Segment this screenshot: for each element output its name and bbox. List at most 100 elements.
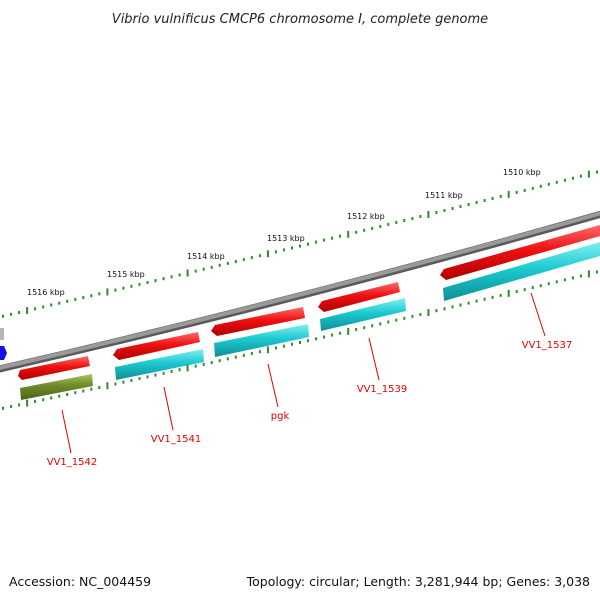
gene-arrow-vv1-1537	[440, 225, 600, 280]
gene-label-vv1-1539[interactable]: VV1_1539	[357, 384, 408, 395]
outer-scale-minor-tick	[387, 222, 390, 226]
inner-scale-minor-tick	[459, 303, 462, 307]
inner-scale-minor-tick	[515, 290, 518, 293]
outer-scale-minor-tick	[547, 182, 550, 186]
accession-text: Accession: NC_004459	[9, 574, 151, 589]
gene-label-vv1-1537[interactable]: VV1_1537	[522, 340, 573, 351]
inner-scale-minor-tick	[475, 299, 478, 303]
scale-label-1515-kbp: 1515 kbp	[107, 270, 145, 279]
inner-scale-minor-tick	[403, 316, 406, 320]
inner-scale-major-tick	[347, 327, 350, 335]
outer-scale-minor-tick	[34, 307, 37, 311]
outer-scale-minor-tick	[74, 297, 77, 301]
outer-scale-major-tick	[587, 170, 590, 178]
inner-scale-minor-tick	[531, 286, 534, 290]
inner-scale-minor-tick	[234, 355, 237, 359]
leader-line-vv1-1537	[530, 292, 546, 337]
inner-scale-minor-tick	[563, 278, 566, 282]
inner-scale-minor-tick	[130, 378, 133, 382]
inner-scale-minor-tick	[90, 387, 93, 391]
inner-scale-minor-tick	[218, 359, 221, 363]
inner-scale-minor-tick	[339, 331, 342, 335]
inner-scale-major-tick	[106, 382, 109, 390]
scale-label-1514-kbp: 1514 kbp	[187, 252, 225, 261]
cds-bar-vv1-1537	[443, 242, 600, 301]
outer-scale-minor-tick	[178, 273, 181, 277]
gene-label-vv1-1541[interactable]: VV1_1541	[151, 434, 202, 445]
inner-scale-minor-tick	[242, 353, 245, 357]
inner-scale-minor-tick	[411, 314, 414, 318]
gene-arrow-pgk	[211, 307, 305, 336]
inner-scale-minor-tick	[547, 282, 550, 286]
outer-scale-minor-tick	[10, 312, 13, 316]
partial-blue-marker	[0, 346, 7, 360]
inner-scale-minor-tick	[443, 307, 446, 311]
outer-scale-minor-tick	[66, 299, 69, 303]
outer-scale-minor-tick	[114, 288, 117, 292]
inner-scale-minor-tick	[491, 295, 494, 299]
outer-scale-minor-tick	[491, 197, 494, 200]
inner-scale-minor-tick	[210, 361, 213, 365]
inner-scale-minor-tick	[555, 280, 558, 284]
outer-scale-minor-tick	[154, 279, 157, 283]
outer-scale-minor-tick	[539, 184, 542, 188]
inner-scale-minor-tick	[74, 391, 77, 395]
inner-scale-minor-tick	[2, 406, 4, 410]
map-title: Vibrio vulnificus CMCP6 chromosome I, co…	[112, 12, 488, 27]
outer-scale-minor-tick	[307, 242, 309, 246]
outer-scale-minor-tick	[379, 224, 382, 228]
outer-scale-minor-tick	[571, 176, 574, 180]
inner-scale-major-tick	[26, 399, 29, 407]
inner-scale-minor-tick	[282, 344, 285, 348]
inner-scale-major-tick	[507, 289, 510, 297]
outer-scale-minor-tick	[596, 170, 598, 174]
inner-scale-minor-tick	[34, 399, 37, 403]
outer-scale-minor-tick	[194, 269, 197, 273]
outer-scale-major-tick	[266, 250, 269, 258]
outer-scale-minor-tick	[258, 254, 261, 258]
outer-scale-minor-tick	[451, 207, 454, 210]
inner-scale-minor-tick	[596, 270, 598, 274]
gene-label-pgk[interactable]: pgk	[271, 411, 290, 422]
leader-line-pgk	[267, 363, 279, 408]
inner-scale-minor-tick	[451, 305, 454, 309]
outer-scale-minor-tick	[146, 281, 149, 284]
outer-scale-major-tick	[507, 190, 510, 198]
inner-scale-minor-tick	[435, 309, 438, 313]
outer-scale-minor-tick	[58, 301, 61, 305]
outer-scale-minor-tick	[355, 230, 358, 234]
outer-scale-minor-tick	[130, 284, 133, 288]
outer-scale-minor-tick	[331, 236, 334, 240]
inner-scale-minor-tick	[467, 301, 470, 305]
inner-scale-minor-tick	[170, 370, 173, 373]
leader-line-vv1-1541	[163, 386, 174, 431]
inner-scale-minor-tick	[419, 313, 422, 316]
outer-scale-minor-tick	[555, 180, 558, 184]
scale-label-1516-kbp: 1516 kbp	[27, 288, 65, 297]
outer-scale-major-ticks	[26, 170, 590, 315]
outer-scale-minor-tick	[50, 303, 53, 307]
inner-scale-minor-tick	[483, 297, 486, 301]
outer-scale-major-tick	[106, 288, 109, 296]
gene-label-vv1-1542[interactable]: VV1_1542	[47, 457, 98, 468]
inner-scale-minor-tick	[291, 342, 293, 346]
gene-arrow-vv1-1541	[113, 332, 200, 360]
inner-scale-minor-tick	[162, 371, 165, 375]
outer-scale-minor-tick	[2, 314, 4, 318]
outer-scale-major-tick	[427, 211, 430, 218]
outer-scale-minor-tick	[242, 258, 245, 262]
inner-scale-minor-tick	[114, 382, 117, 386]
inner-scale-minor-tick	[194, 364, 197, 368]
outer-scale-minor-tick	[218, 263, 221, 267]
outer-scale-minor-tick	[467, 203, 470, 206]
outer-scale-minor-tick	[98, 292, 101, 296]
outer-scale-minor-tick	[363, 228, 366, 232]
inner-scale-minor-tick	[258, 350, 261, 354]
inner-scale-minor-tick	[371, 324, 374, 328]
outer-scale-major-tick	[347, 230, 350, 238]
inner-scale-dots	[2, 270, 598, 410]
outer-scale-minor-tick	[459, 205, 462, 208]
inner-scale-minor-tick	[42, 398, 45, 402]
inner-scale-minor-tick	[523, 288, 526, 292]
